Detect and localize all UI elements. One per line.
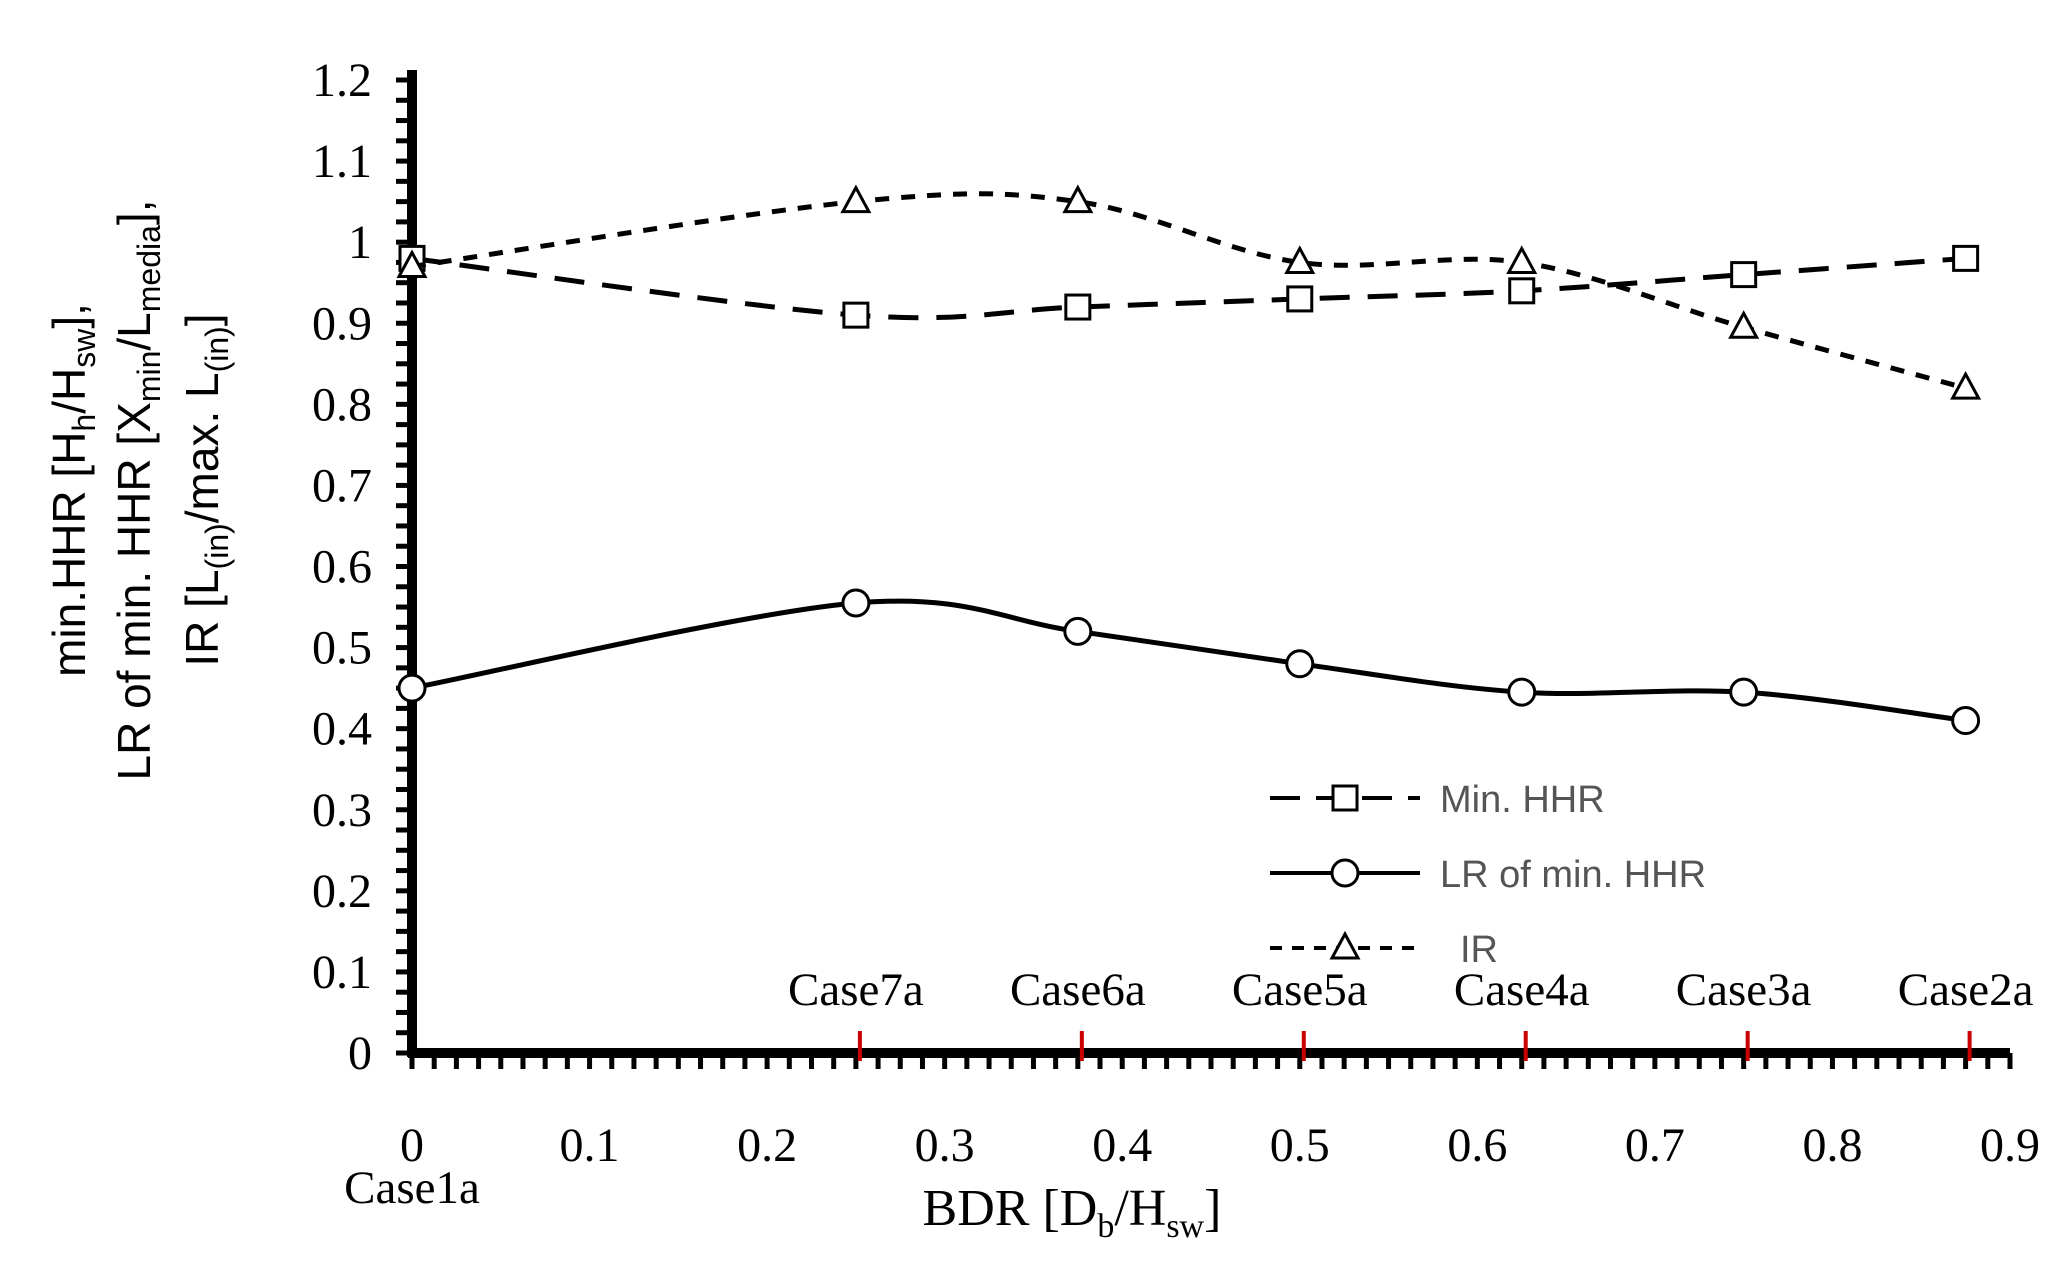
series-triangle [396,184,1982,400]
data-point [1508,277,1536,305]
data-point [1063,616,1093,646]
case-label: Case4a [1454,964,1590,1016]
case-label: Case3a [1676,964,1812,1016]
case-label: Case2a [1898,964,2034,1016]
data-point [841,588,871,618]
series-line [411,598,1966,724]
axis-title-part: /H [1114,1180,1166,1237]
x-tick-label: 0.3 [915,1119,975,1172]
axis-title-subscript: b [1097,1208,1114,1245]
x-tick-label: 0.6 [1447,1119,1507,1172]
y-tick-label: 0.6 [312,541,372,594]
data-point [1286,285,1314,313]
axis-title-part: IR [L [176,569,228,666]
legend-marker [1329,930,1361,960]
data-point [1506,245,1538,274]
data-point [1062,184,1094,214]
y-tick-label: 0.7 [312,459,372,512]
y-tick-label: 0.4 [312,703,372,756]
axis-title-part: ], [108,200,160,226]
series [396,184,1982,736]
legend-label: LR of min. HHR [1440,854,1706,896]
y-tick-label: 1.1 [312,135,372,188]
data-point [397,673,427,703]
x-tick-label: 0.4 [1092,1119,1152,1172]
ticks: 0 0.1 0.2 0.3 0.4 0.5 0.6 0.7 0.8 0.9 1 1.1 1.2 0 0.1 0… [312,54,2040,1172]
x-axis-title: BDR [Db/Hsw] [923,1180,1222,1245]
y-tick-label: 0.2 [312,865,372,918]
axis-title-part: /max. L [176,372,228,523]
axis-title-part: ], [43,303,95,329]
axis-title-subscript: sw [1166,1208,1204,1245]
axis-title-subscript: (in) [199,326,235,372]
y-tick-label: 0.9 [312,297,372,350]
axes [396,70,2013,1069]
series-line [411,255,1966,321]
axis-title-subscript: min [131,351,167,403]
y-axis-title-line: LR of min. HHR [Xmin/Lmedia], [108,200,167,781]
axis-title-subscript: h [66,414,102,432]
y-tick-label: 0.8 [312,378,372,431]
axis-title-subscript: media [131,225,167,312]
axis-title-part: LR of min. HHR [X [108,402,160,780]
legend-marker [1330,858,1360,888]
data-point [840,184,872,214]
x-tick-label: 0.2 [737,1119,797,1172]
data-point [1507,677,1537,707]
y-tick-label: 0 [348,1027,372,1080]
data-point [1285,649,1315,679]
axis-title-part: /L [108,312,160,350]
axis-title-subscript: sw [66,328,102,368]
axis-title-part: ] [1204,1180,1221,1237]
series-line [411,191,1967,391]
legend-label: Min. HHR [1440,779,1605,821]
data-point [1951,706,1981,736]
x-tick-label: 0.7 [1625,1119,1685,1172]
x-tick-label: 0.9 [1980,1119,2040,1172]
data-point [1952,244,1980,272]
data-point [1728,310,1760,339]
data-point [1729,677,1759,707]
case-label: Case6a [1010,964,1146,1016]
y-tick-label: 0.1 [312,946,372,999]
series-square [398,244,1980,329]
x-tick-label: 0.1 [560,1119,620,1172]
series-circle [397,588,1981,736]
x-tick-label: 0 [400,1119,424,1172]
case-label: Case1a [344,1162,480,1214]
axis-title-part: BDR [D [923,1180,1098,1237]
case-label: Case7a [788,964,924,1016]
data-point [1730,261,1758,289]
y-axis-title-line: min.HHR [Hh/Hsw], [43,303,102,677]
data-point [1950,370,1982,400]
data-point [842,301,870,329]
data-point [396,249,428,278]
case-label: Case5a [1232,964,1368,1016]
axis-title-part: ] [176,313,228,326]
data-point [1064,293,1092,321]
y-tick-label: 1 [348,216,372,269]
y-axis-title-line: IR [L(in)/max. L(in)] [176,313,235,666]
x-tick-label: 0.8 [1802,1119,1862,1172]
legend-marker [1331,784,1359,812]
axis-titles: BDR [Db/Hsw]min.HHR [Hh/Hsw],LR of min. … [43,200,1221,1245]
axis-title-subscript: (in) [199,523,235,569]
y-tick-label: 1.2 [312,54,372,107]
x-tick-label: 0.5 [1270,1119,1330,1172]
case-labels: Case1a Case7a Case6a Case5a Case4a Case3a Case… [344,964,2033,1214]
axis-title-part: /H [43,368,95,414]
y-tick-label: 0.3 [312,784,372,837]
legend-label: IR [1460,929,1498,971]
data-point [1284,245,1316,274]
y-tick-label: 0.5 [312,622,372,675]
legend: Min. HHR LR of min. HHR IR [1270,779,1706,971]
axis-title-part: min.HHR [H [43,432,95,677]
